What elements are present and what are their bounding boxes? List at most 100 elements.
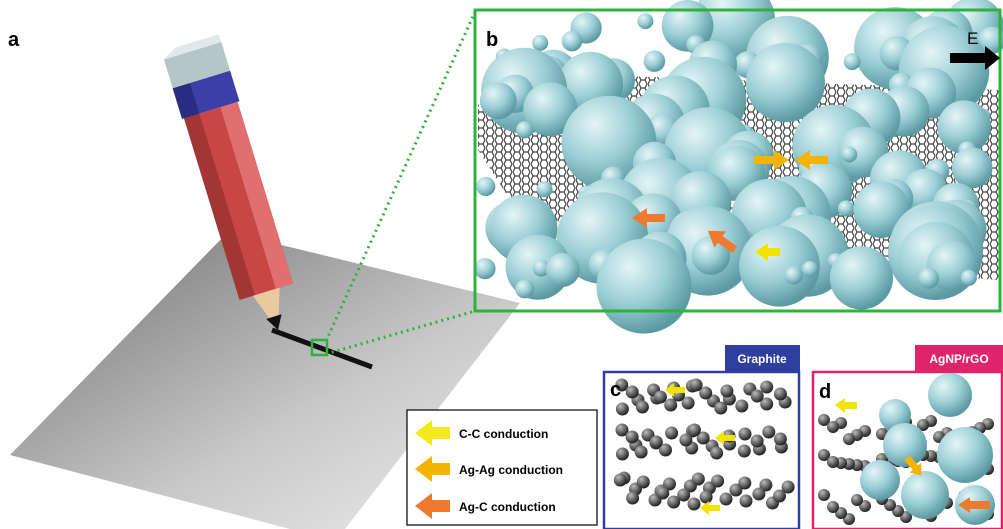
carbon-atom — [760, 380, 774, 394]
carbon-atom — [615, 402, 629, 416]
panel-b-frame — [473, 8, 1002, 313]
carbon-atom — [773, 489, 786, 503]
carbon-atom — [687, 497, 701, 511]
carbon-atom — [760, 397, 774, 411]
carbon-atom — [663, 477, 676, 491]
carbon-atom — [818, 414, 830, 426]
carbon-atom — [752, 487, 766, 501]
nanoparticle — [532, 34, 549, 51]
nanoparticle — [516, 121, 534, 139]
nanoparticle — [596, 238, 692, 334]
nanoparticle — [561, 30, 583, 52]
pencil — [163, 34, 294, 330]
agc-arrow — [958, 497, 990, 513]
carbon-atom — [773, 432, 787, 446]
carbon-atom — [615, 423, 629, 437]
nanoparticle — [843, 53, 861, 71]
carbon-atom — [762, 425, 776, 439]
carbon-atom — [696, 431, 710, 445]
carbon-atom — [615, 378, 629, 392]
carbon-atom — [720, 384, 734, 398]
nanoparticle — [745, 42, 826, 123]
cc-arrow — [665, 383, 685, 397]
zoom-line — [324, 11, 477, 342]
cc-arrow — [700, 501, 720, 515]
nanoparticle — [739, 225, 820, 307]
nanoparticle — [841, 146, 858, 163]
field-arrow — [950, 46, 1000, 70]
carbon-atom — [625, 430, 639, 444]
carbon-atom — [653, 390, 667, 404]
nanoparticle — [860, 460, 900, 500]
carbon-atom — [738, 476, 752, 490]
nanoparticle — [476, 176, 496, 197]
nanoparticle — [883, 423, 927, 467]
panel-title: Graphite — [737, 352, 787, 366]
panel-label: a — [8, 29, 20, 51]
field-label: E — [967, 29, 978, 48]
nanoparticle — [691, 236, 731, 275]
carbon-atom — [843, 433, 855, 445]
panel-label: d — [819, 381, 831, 403]
graphite-lattice — [613, 378, 795, 515]
nanoparticle — [879, 399, 911, 431]
carbon-atom — [626, 491, 640, 505]
zoom-box — [310, 338, 329, 357]
nanoparticle — [637, 13, 654, 30]
nanoparticle — [784, 266, 803, 285]
carbon-atom — [699, 386, 713, 400]
carbon-atom — [636, 475, 650, 489]
carbon-atom — [851, 494, 863, 506]
zoom-line — [325, 309, 476, 356]
pencil-trace — [271, 327, 373, 370]
carbon-atom — [781, 480, 795, 494]
carbon-atom — [625, 385, 639, 399]
carbon-atom — [691, 472, 705, 486]
nanoparticle — [829, 246, 894, 310]
cc-arrow — [715, 431, 735, 445]
carbon-atom — [635, 400, 649, 414]
nanoparticles — [474, 0, 1003, 334]
nanoparticle — [536, 181, 553, 198]
carbon-atom — [750, 434, 764, 448]
tag-box — [915, 345, 1003, 371]
legend-label: C-C conduction — [459, 427, 548, 441]
nanoparticle — [561, 95, 657, 191]
nanoparticle — [928, 373, 972, 417]
carbon-atom — [649, 435, 663, 449]
legend-label: Ag-C conduction — [459, 500, 556, 514]
carbon-atom — [634, 445, 648, 459]
carbon-atom — [667, 495, 681, 509]
nanoparticle — [937, 427, 993, 483]
agnp-rgo — [818, 373, 995, 525]
carbon-atom — [681, 396, 695, 410]
carbon-atom — [739, 494, 753, 508]
carbon-atom — [689, 378, 703, 392]
carbon-atom — [759, 478, 773, 492]
nanoparticle — [901, 471, 949, 519]
panel-c-frame — [602, 370, 801, 529]
carbon-atom — [664, 398, 678, 412]
nanoparticle — [523, 82, 578, 137]
nanoparticle — [937, 100, 991, 154]
carbon-atom — [738, 427, 752, 441]
nanoparticle — [532, 259, 550, 277]
nanoparticle — [479, 82, 517, 120]
carbon-atom — [714, 401, 728, 415]
carbon-atom — [677, 488, 691, 502]
nanoparticle — [837, 200, 855, 217]
carbon-atom — [687, 423, 701, 437]
nanoparticle — [474, 258, 496, 280]
nanoparticle — [918, 267, 939, 289]
panel-label: c — [610, 379, 621, 401]
carbon-atom — [818, 489, 830, 501]
nanoparticle — [643, 50, 666, 72]
carbon-atom — [735, 399, 749, 413]
carbon-atom — [737, 444, 751, 458]
tag-box — [725, 345, 800, 371]
carbon-atom — [679, 433, 693, 447]
legend-arrows — [415, 420, 450, 519]
legend-label: Ag-Ag conduction — [459, 463, 563, 477]
cc-arrow — [835, 398, 857, 413]
